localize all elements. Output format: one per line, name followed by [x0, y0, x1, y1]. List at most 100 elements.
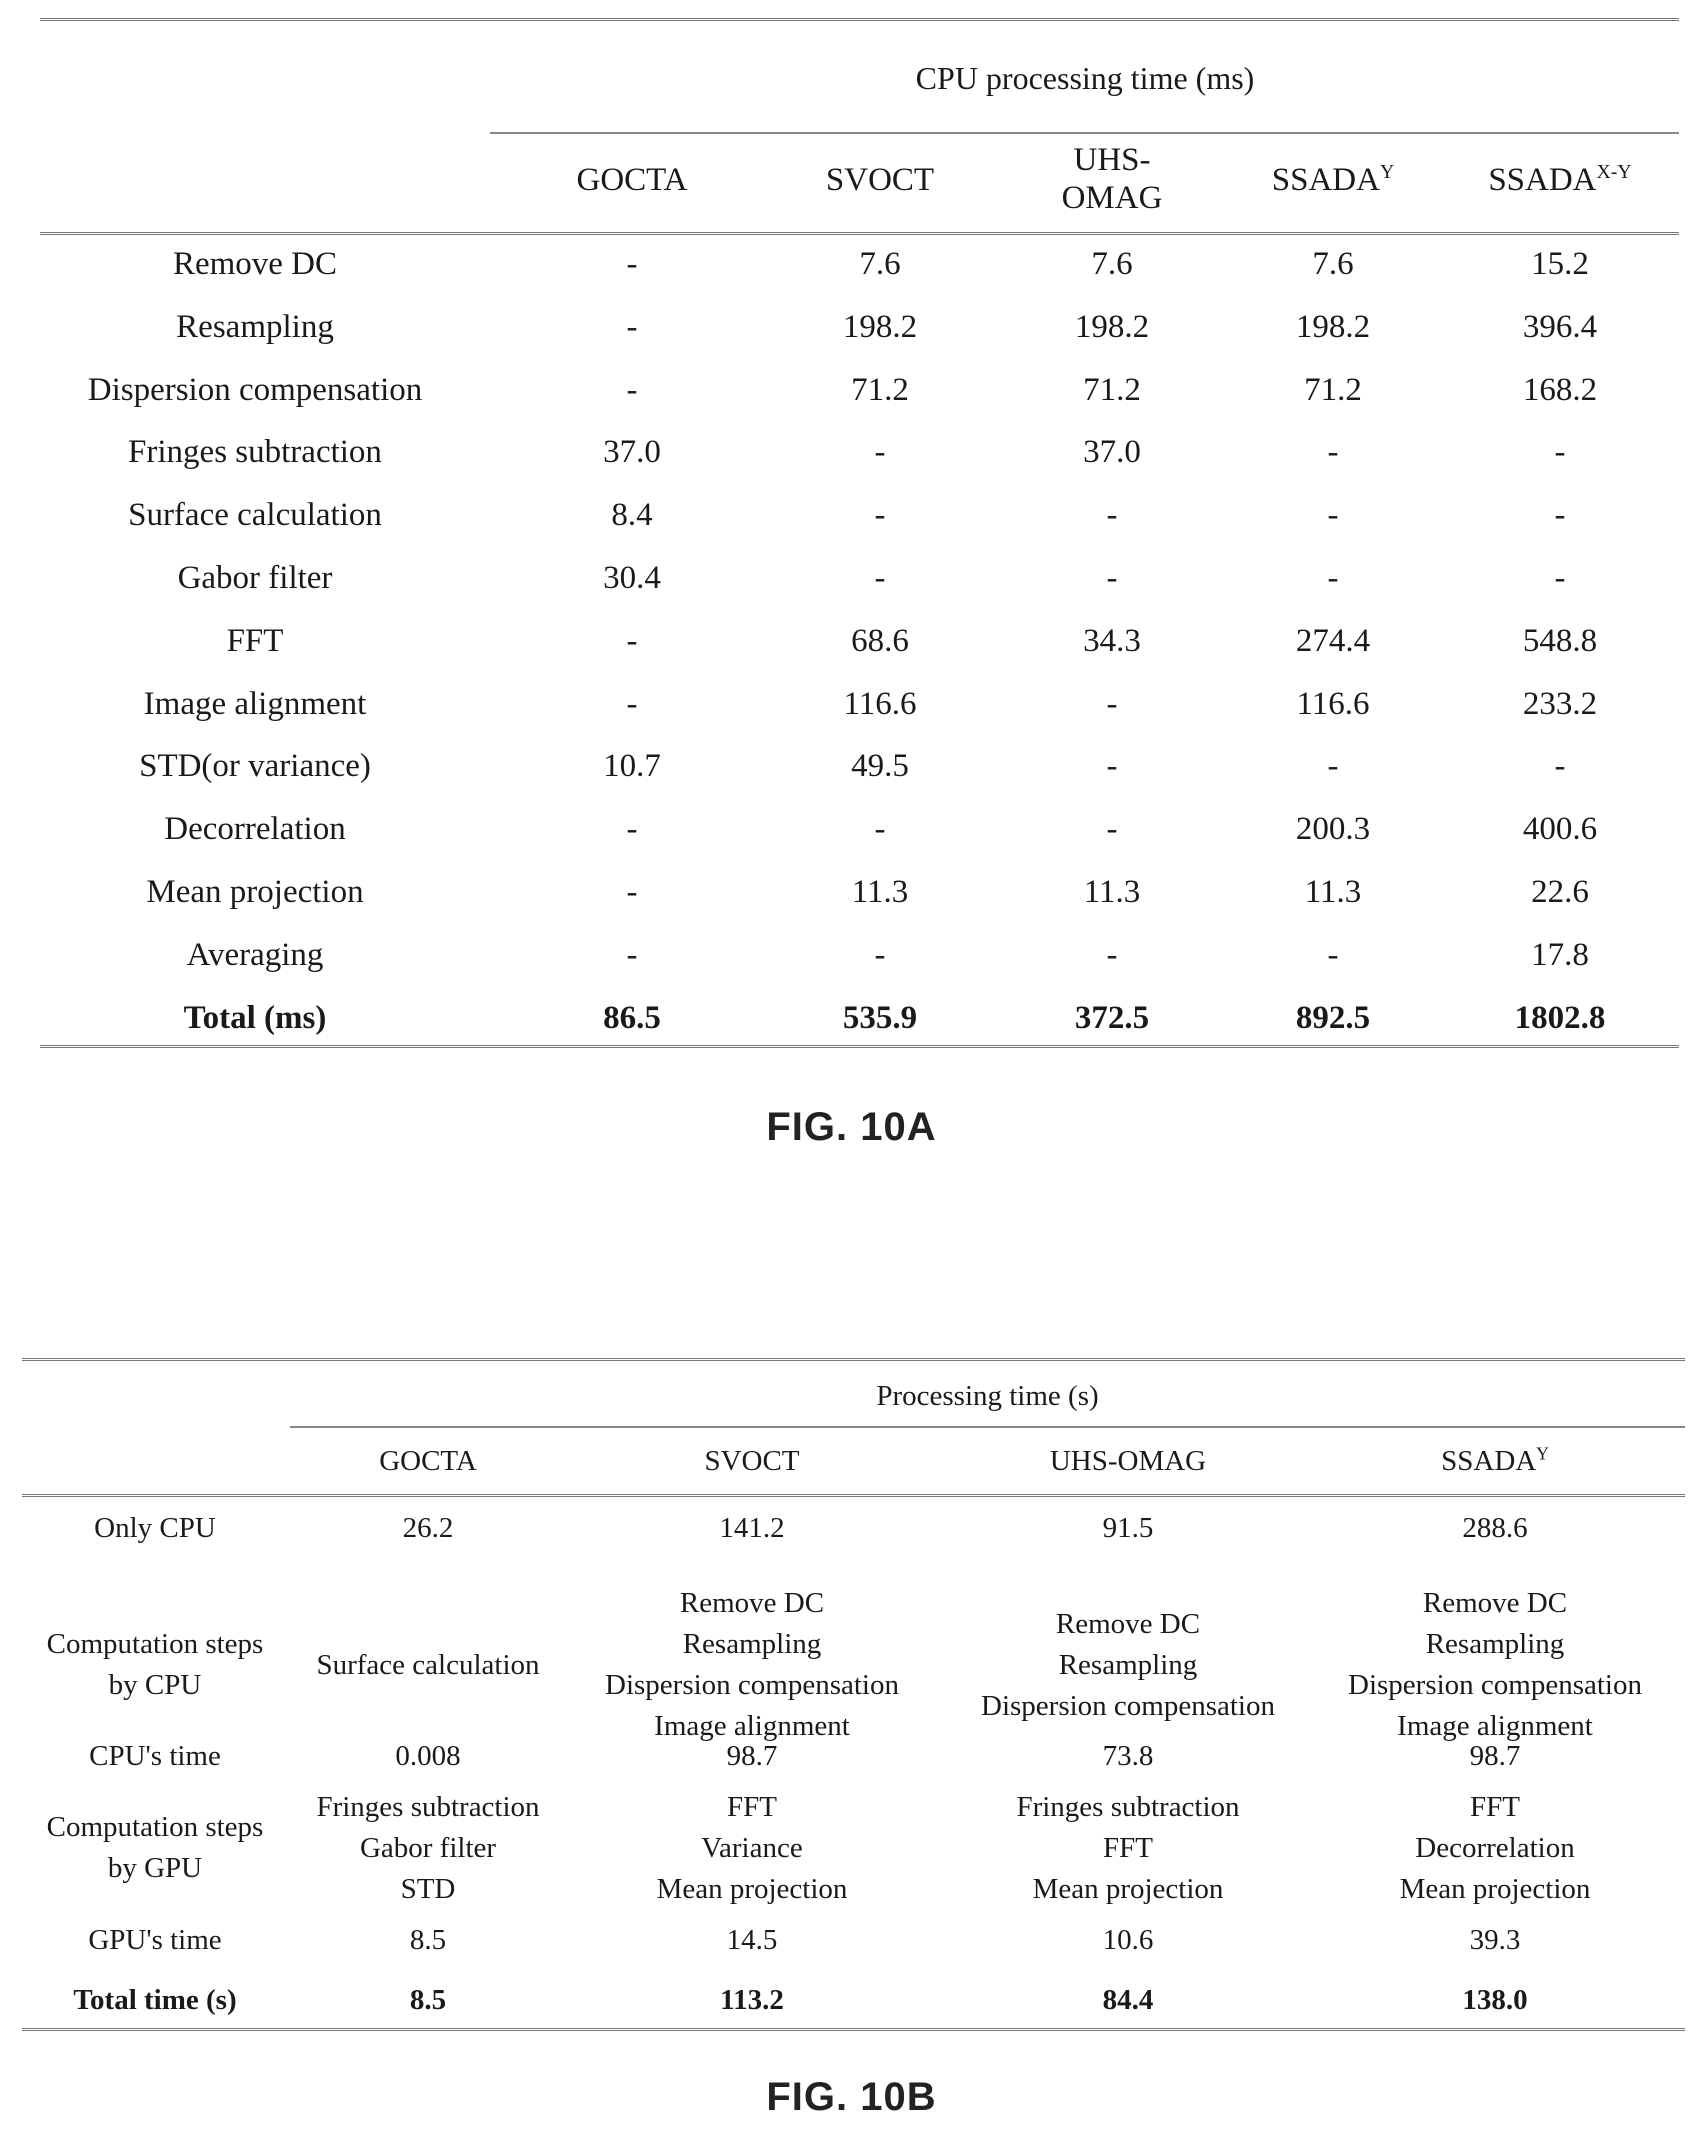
row-label: Mean projection — [146, 874, 364, 910]
table-cell: 17.8 — [1531, 936, 1589, 973]
rule-header — [22, 1494, 1685, 1497]
row-label: Computation steps by GPU — [46, 1811, 264, 1884]
total-cell: 138.0 — [1462, 1983, 1528, 2016]
column-header: SSADAX-Y — [1488, 161, 1632, 198]
table-cell: 10.6 — [1102, 1923, 1154, 1956]
table-cell: - — [874, 497, 886, 534]
table-cell: - — [626, 874, 638, 910]
table-cell: 98.7 — [1469, 1739, 1521, 1772]
table-cell: - — [626, 308, 638, 345]
rule-top — [22, 1358, 1685, 1361]
table-cell: - — [1554, 434, 1566, 471]
table-cell: 233.2 — [1522, 685, 1598, 722]
table-cell: 98.7 — [726, 1739, 778, 1772]
table-cell: 200.3 — [1295, 811, 1371, 848]
column-header: SVOCT — [825, 162, 935, 198]
row-label: Resampling — [176, 308, 334, 345]
table-cell: 49.5 — [851, 748, 909, 785]
row-label: Computation steps by CPU — [46, 1628, 264, 1701]
table-cell: - — [1327, 748, 1339, 785]
table-cell: 73.8 — [1102, 1739, 1154, 1772]
table-cell: 34.3 — [1083, 622, 1141, 659]
table-cell: 548.8 — [1522, 622, 1598, 659]
rule-bottom — [40, 1045, 1679, 1048]
table-cell: 141.2 — [719, 1511, 785, 1544]
table-cell: 11.3 — [851, 874, 909, 910]
figure-caption-10b: FIG. 10B — [766, 2075, 937, 2119]
table-cell: 10.7 — [603, 748, 661, 785]
total-cell: 535.9 — [842, 999, 918, 1036]
table-cell: 26.2 — [402, 1511, 454, 1544]
column-header: GOCTA — [576, 162, 688, 198]
row-label: STD(or variance) — [139, 748, 371, 785]
table-cell: 116.6 — [843, 685, 917, 722]
column-header: SVOCT — [704, 1445, 800, 1477]
table-cell: 71.2 — [851, 371, 909, 408]
rule-span — [290, 1426, 1685, 1428]
table-cell: 198.2 — [842, 308, 918, 345]
table-cell: 7.6 — [1312, 246, 1354, 282]
table-cell: - — [1106, 497, 1118, 534]
column-header-superscript: X-Y — [1596, 161, 1632, 183]
table-cell: 7.6 — [1091, 246, 1133, 282]
table-cell: - — [874, 560, 886, 596]
total-cell: 86.5 — [603, 999, 661, 1036]
table-cell: 71.2 — [1083, 371, 1141, 408]
table-cell: 396.4 — [1522, 308, 1598, 345]
table-cell: 37.0 — [603, 434, 661, 471]
table-cell: - — [1106, 685, 1118, 722]
table-cell: 274.4 — [1295, 622, 1371, 659]
row-label: FFT — [226, 622, 284, 659]
rule-bottom — [22, 2028, 1685, 2031]
table-cell: 7.6 — [859, 246, 901, 282]
table-cell: 11.3 — [1083, 874, 1141, 910]
table-cell: - — [1554, 497, 1566, 534]
table-cell: - — [1554, 748, 1566, 785]
column-header: UHS-OMAG — [1049, 1445, 1207, 1477]
table-cell: - — [874, 936, 886, 973]
table-cell: - — [1106, 811, 1118, 848]
column-header: GOCTA — [379, 1445, 477, 1477]
table-cell: 8.4 — [611, 497, 653, 534]
table-cell: 400.6 — [1522, 811, 1598, 848]
table-cell: FFT Variance Mean projection — [656, 1790, 848, 1905]
row-label: Remove DC — [172, 246, 338, 282]
table-cell: 39.3 — [1469, 1923, 1521, 1956]
table-cell: - — [874, 811, 886, 848]
table-cell: 198.2 — [1295, 308, 1371, 345]
total-cell: 1802.8 — [1514, 999, 1606, 1036]
table-cell: 0.008 — [395, 1739, 461, 1772]
total-cell: 8.5 — [409, 1983, 447, 2016]
table-cell: - — [1554, 560, 1566, 596]
table-cell: Fringes subtraction FFT Mean projection — [1016, 1790, 1240, 1905]
table-cell: Fringes subtraction Gabor filter STD — [316, 1790, 540, 1905]
table-cell: 30.4 — [603, 560, 661, 596]
row-label: Fringes subtraction — [128, 434, 382, 471]
table-cell: Remove DC Resampling Dispersion compensati… — [605, 1587, 899, 1742]
table-cell: - — [626, 622, 638, 659]
table-cell: 11.3 — [1304, 874, 1362, 910]
table-cell: 15.2 — [1531, 246, 1589, 282]
table-cell: - — [626, 685, 638, 722]
table-cell: Surface calculation — [316, 1648, 540, 1681]
table-cell: 288.6 — [1462, 1511, 1528, 1544]
rule-top — [40, 18, 1679, 21]
total-cell: 113.2 — [720, 1983, 784, 2016]
table-cell: 168.2 — [1522, 371, 1598, 408]
row-label: Image alignment — [143, 685, 367, 722]
row-label: CPU's time — [89, 1739, 221, 1772]
table-cell: - — [626, 811, 638, 848]
table-cell: FFT Decorrelation Mean projection — [1399, 1790, 1591, 1905]
column-header: SSADAY — [1441, 1443, 1549, 1477]
row-label: Dispersion compensation — [87, 371, 423, 408]
row-label: Gabor filter — [177, 560, 333, 596]
table-cell: 14.5 — [726, 1923, 778, 1956]
row-label: Surface calculation — [128, 497, 382, 534]
table-cell: 71.2 — [1304, 371, 1362, 408]
total-label: Total (ms) — [183, 999, 327, 1036]
group-header: CPU processing time (ms) — [915, 60, 1255, 96]
table-cell: - — [1106, 936, 1118, 973]
rule-header — [40, 232, 1679, 235]
table-cell: 91.5 — [1102, 1511, 1154, 1544]
rule-span — [490, 132, 1679, 134]
